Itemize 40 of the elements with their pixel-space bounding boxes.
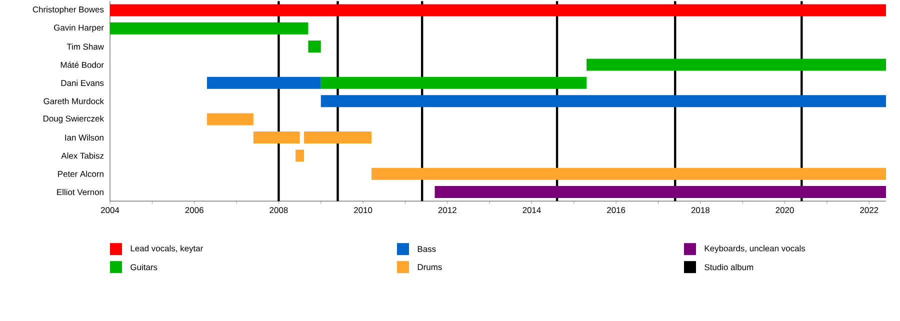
bar (308, 40, 321, 53)
bar (371, 168, 886, 180)
y-tick-label: Christopher Bowes (32, 6, 104, 14)
y-tick-label: Tim Shaw (66, 43, 104, 50)
legend-label: Lead vocals, keytar (130, 245, 204, 253)
x-tick-label: 2022 (860, 207, 878, 214)
y-tick-label: Gareth Murdock (44, 98, 104, 104)
x-tick-label: 2008 (270, 207, 288, 214)
legend-label: Studio album (704, 264, 754, 270)
bar (253, 131, 300, 144)
bar (207, 76, 321, 89)
bar (304, 131, 372, 144)
x-tick-label: 2014 (522, 207, 541, 214)
bar (207, 113, 254, 126)
x-tick-label: 2018 (691, 207, 710, 214)
bar (320, 76, 587, 89)
legend-label: Drums (418, 264, 442, 270)
y-tick-label: Dani Evans (61, 80, 104, 86)
y-tick-label: Máté Bodor (60, 62, 104, 68)
x-tick-label: 2020 (776, 207, 794, 214)
bar (434, 186, 886, 198)
y-tick-label: Elliot Vernon (57, 188, 104, 196)
x-tick-label: 2004 (101, 207, 120, 214)
y-tick-label: Ian Wilson (65, 134, 104, 141)
y-tick-label: Doug Swierczek (43, 115, 104, 124)
y-tick-label: Alex Tabisz (61, 152, 104, 159)
legend-label: Keyboards, unclean vocals (704, 245, 806, 253)
y-tick-label: Gavin Harper (54, 24, 104, 32)
x-tick-label: 2006 (185, 207, 204, 214)
bar (110, 22, 308, 34)
bar (586, 58, 886, 71)
bar (296, 150, 304, 162)
x-tick-label: 2010 (354, 207, 372, 214)
x-tick-label: 2016 (607, 207, 626, 214)
bar (320, 95, 886, 108)
x-tick-label: 2012 (438, 207, 456, 214)
bar (110, 4, 886, 16)
legend-label: Guitars (130, 264, 158, 270)
y-tick-label: Peter Alcorn (58, 170, 104, 177)
legend-label: Bass (418, 246, 436, 252)
